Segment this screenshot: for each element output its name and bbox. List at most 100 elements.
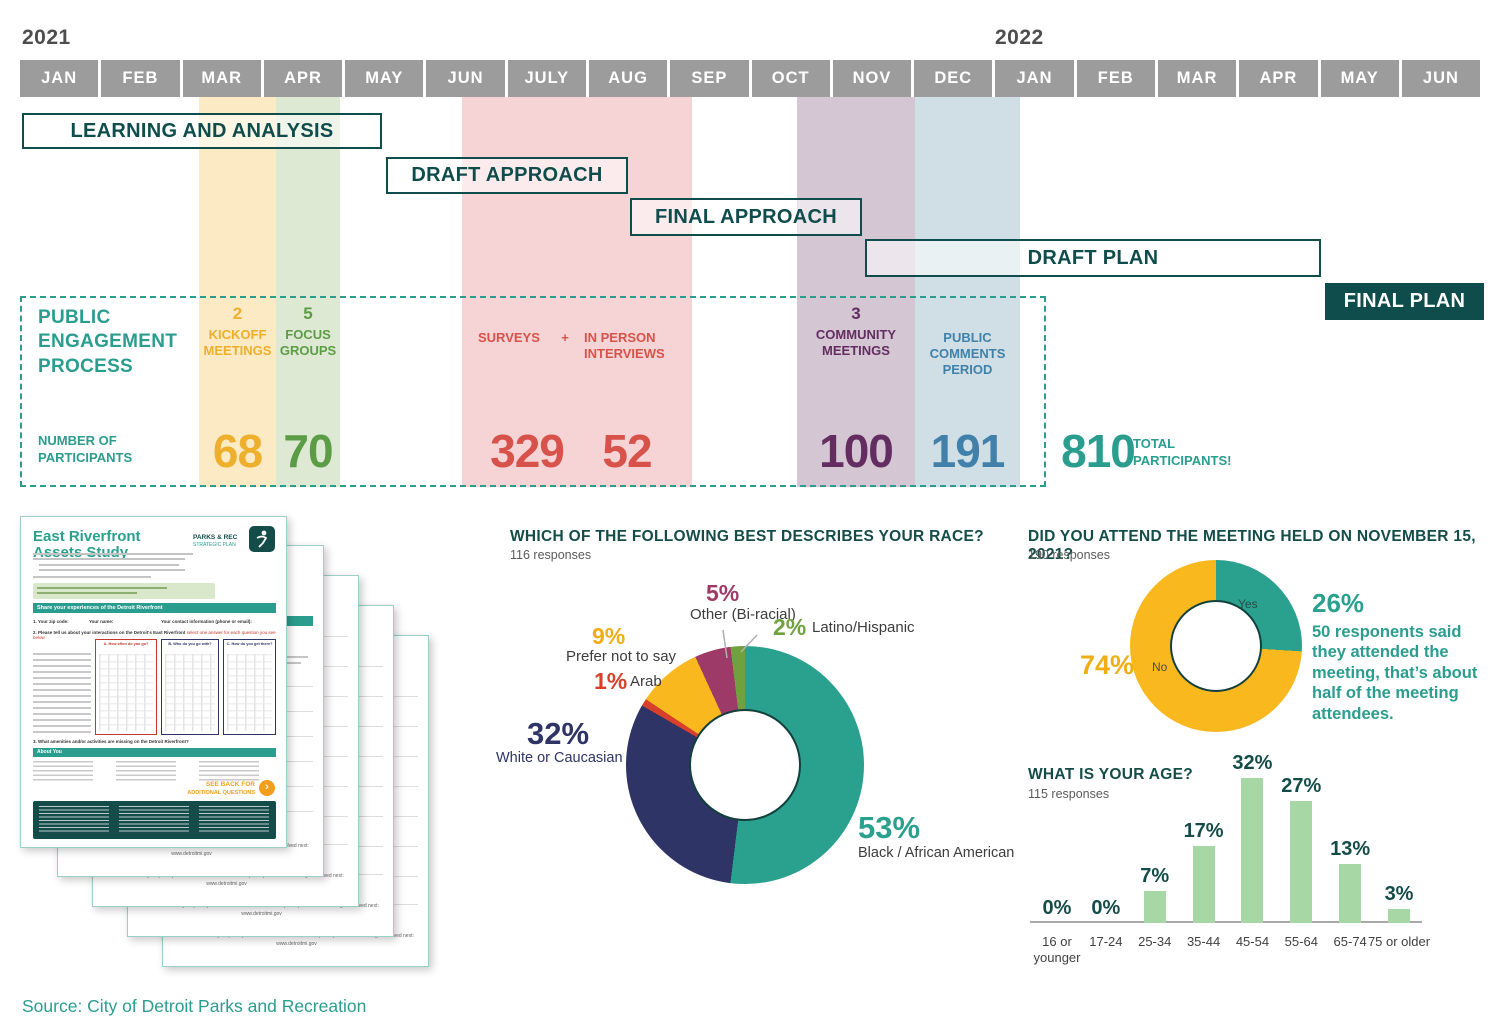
age-category-label: 45-54 xyxy=(1235,934,1270,949)
survey-table-b: B. Who do you go with? xyxy=(161,639,219,735)
race-53pct: 53% xyxy=(858,810,921,845)
see-back-label: SEE BACK FOR ADDITIONAL QUESTIONS xyxy=(187,781,255,797)
attend-no-label: No xyxy=(1152,660,1168,674)
age-bar-value: 0% xyxy=(1091,897,1121,919)
phase-draft-plan-label: DRAFT PLAN xyxy=(1027,246,1159,269)
band-focus-green xyxy=(276,97,340,487)
focus-value: 70 xyxy=(283,425,333,477)
survey-q3: 3. What amenities and/or activities are … xyxy=(33,739,189,744)
race-9pct: 9% xyxy=(592,623,626,649)
month-tile: MAR xyxy=(182,60,261,97)
parks-rec-logo-text: PARKS & REC STRATEGIC PLAN xyxy=(193,534,238,549)
survey-section-banner: Share your experiences of the Detroit Ri… xyxy=(33,603,276,613)
attend-74pct: 74% xyxy=(1080,650,1135,680)
survey-name-label: Your name: xyxy=(89,619,114,624)
kickoff-header: 2 KICKOFF MEETINGS xyxy=(199,304,276,358)
survey-zip-label: 1. Your zip code: xyxy=(33,619,69,624)
age-category-label: 55-64 xyxy=(1284,934,1318,949)
phase-draft-approach: DRAFT APPROACH xyxy=(386,157,628,194)
month-tile: MAY xyxy=(345,60,424,97)
month-tile: FEB xyxy=(101,60,180,97)
phase-draft-approach-label: DRAFT APPROACH xyxy=(411,164,603,186)
surveys-label: SURVEYS xyxy=(478,330,540,345)
community-count: 3 xyxy=(851,304,861,323)
month-tile: MAR xyxy=(1157,60,1237,97)
parks-rec-badge-icon xyxy=(249,526,275,552)
survey-table-c: C. How do you get there? xyxy=(223,639,276,735)
band-community-purple xyxy=(797,97,915,487)
survey-highlight-box xyxy=(33,583,215,599)
age-chart-title: WHAT IS YOUR AGE? xyxy=(1028,766,1193,783)
race-5pct: 5% xyxy=(706,580,740,606)
comments-value: 191 xyxy=(930,425,1006,477)
race-9pct-label: Prefer not to say xyxy=(566,648,677,665)
age-category-label: 65-74 xyxy=(1333,934,1367,949)
survey-options-col xyxy=(33,761,93,783)
age-bar-value: 13% xyxy=(1330,838,1371,860)
survey-table-a: A. How often do you go? xyxy=(95,639,157,735)
month-tile: SEP xyxy=(670,60,749,97)
month-tile: AUG xyxy=(588,60,668,97)
age-bar-value: 7% xyxy=(1140,865,1170,887)
race-leader-lines xyxy=(722,629,758,659)
interviews-label: IN PERSON INTERVIEWS xyxy=(584,330,665,361)
survey-options-col xyxy=(116,761,176,783)
year-2022-label: 2022 xyxy=(995,26,1044,49)
race-2pct-label: Latino/Hispanic xyxy=(812,619,915,636)
survey-title: East Riverfront Assets Study xyxy=(33,528,141,560)
surveys-value: 329 xyxy=(490,425,565,477)
age-category-label: 75 or older xyxy=(1367,934,1431,949)
kickoff-count: 2 xyxy=(232,304,243,323)
age-bar xyxy=(1339,864,1362,923)
attend-chart-responses: 190 responses xyxy=(1028,548,1111,562)
total-label: TOTAL PARTICIPANTS! xyxy=(1133,436,1232,468)
kickoff-value: 68 xyxy=(212,425,263,477)
month-tile: JUN xyxy=(1401,60,1481,97)
survey-about-banner: About You xyxy=(33,748,276,757)
attend-note: 50 responents said they attended the mee… xyxy=(1312,623,1478,723)
band-comments-blue xyxy=(915,97,1020,487)
month-tile: JUN xyxy=(426,60,505,97)
age-bar-value: 27% xyxy=(1281,775,1322,797)
kickoff-label: KICKOFF MEETINGS xyxy=(203,326,272,358)
engagement-box-border xyxy=(20,296,1046,487)
age-bar-value: 3% xyxy=(1384,883,1414,905)
race-32pct: 32% xyxy=(527,716,590,751)
community-header: 3 COMMUNITY MEETINGS xyxy=(797,304,915,358)
phase-final-plan: FINAL PLAN xyxy=(1325,283,1484,320)
age-chart-responses: 115 responses xyxy=(1028,787,1110,801)
surveys-plus: + xyxy=(561,330,569,345)
phase-final-approach-label: FINAL APPROACH xyxy=(655,205,837,228)
band-kickoff-yellow xyxy=(199,97,276,487)
see-back-arrow-icon: › xyxy=(259,780,275,796)
focus-header: 5 FOCUS GROUPS xyxy=(276,304,340,358)
engagement-title: PUBLIC ENGAGEMENT PROCESS xyxy=(38,307,178,377)
age-bar xyxy=(1290,801,1313,923)
age-bar-value: 17% xyxy=(1183,820,1224,842)
age-plot: 0% 16 or younger 0% 17-24 7% 25-34 17% 35-44 32%… xyxy=(1030,752,1431,971)
attend-yes-label: Yes xyxy=(1238,597,1258,611)
survey-q2: 2. Please tell us about your interaction… xyxy=(33,630,276,640)
race-chart-responses: 116 responses xyxy=(510,548,592,562)
age-category-label: 25-34 xyxy=(1138,934,1172,949)
focus-label: FOCUS GROUPS xyxy=(279,326,337,358)
age-bar xyxy=(1143,891,1166,923)
age-bar-value: 0% xyxy=(1042,897,1072,919)
month-tile: JAN xyxy=(995,60,1074,97)
total-value: 810 xyxy=(1061,425,1136,477)
phase-final-plan-label: FINAL PLAN xyxy=(1343,290,1466,312)
community-value: 100 xyxy=(819,425,894,477)
month-tile: APR xyxy=(263,60,343,97)
community-label: COMMUNITY MEETINGS xyxy=(815,326,897,358)
focus-count: 5 xyxy=(303,304,313,323)
survey-options-col xyxy=(199,761,259,783)
phase-final-approach: FINAL APPROACH xyxy=(630,198,862,236)
survey-contact-label: Your contact information (phone or email… xyxy=(161,619,252,624)
race-2pct: 2% xyxy=(773,614,807,640)
race-donut xyxy=(626,646,864,884)
age-bar-value: 32% xyxy=(1232,752,1273,774)
survey-row-names xyxy=(33,653,91,735)
phase-learning-label: LEARNING AND ANALYSIS xyxy=(70,119,334,142)
month-tile: MAY xyxy=(1320,60,1399,97)
age-category-label: 35-44 xyxy=(1186,934,1221,949)
